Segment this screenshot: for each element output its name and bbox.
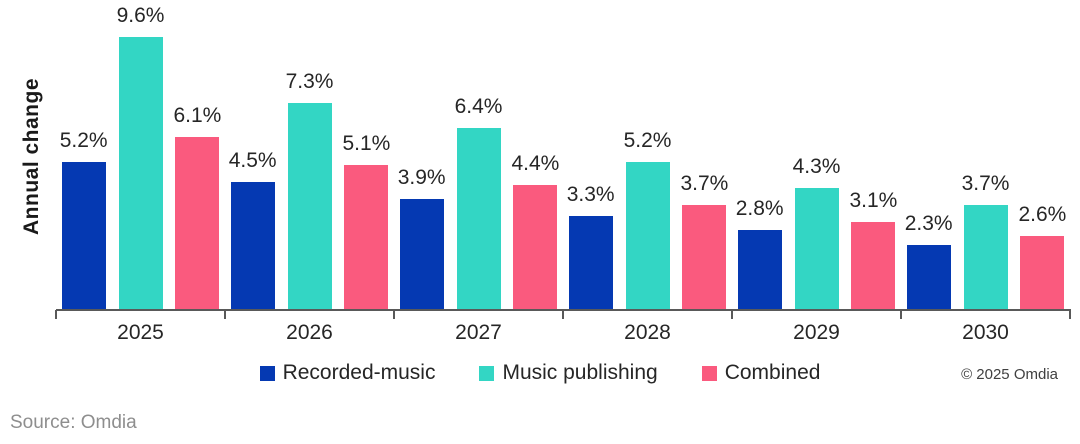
x-axis-tick [224, 310, 226, 319]
legend-label-combined: Combined [724, 361, 821, 384]
data-label-music-publishing-2028: 5.2% [623, 129, 672, 153]
bar-column-recorded-music-2025: 5.2% [60, 129, 108, 310]
source-note: Source: Omdia [10, 412, 137, 433]
bar-music-publishing-2029 [794, 187, 839, 310]
bar-recorded-music-2026 [230, 182, 275, 310]
bar-group-2029: 2.8% 4.3% 3.1% [732, 20, 901, 310]
bar-column-music-publishing-2028: 5.2% [623, 129, 672, 310]
bar-column-combined-2025: 6.1% [173, 104, 221, 310]
legend-swatch-music-publishing [479, 365, 495, 381]
x-axis-line [56, 309, 1071, 311]
legend-item-combined: Combined [701, 361, 821, 385]
bar-column-recorded-music-2030: 2.3% [905, 212, 953, 310]
bar-recorded-music-2027 [399, 199, 444, 310]
data-label-music-publishing-2030: 3.7% [961, 171, 1010, 195]
legend-label-recorded-music: Recorded-music [282, 361, 436, 384]
bar-recorded-music-2025 [61, 162, 106, 310]
bar-combined-2029 [851, 221, 896, 310]
data-label-music-publishing-2026: 7.3% [285, 69, 334, 93]
bar-column-combined-2028: 3.7% [680, 172, 728, 310]
bar-combined-2027 [513, 185, 558, 310]
bar-combined-2026 [344, 165, 389, 310]
data-label-combined-2027: 4.4% [511, 152, 560, 176]
bar-column-music-publishing-2029: 4.3% [792, 154, 841, 310]
bar-group-2027: 3.9% 6.4% 4.4% [394, 20, 563, 310]
data-label-recorded-music-2030: 2.3% [904, 211, 953, 235]
copyright-note: © 2025 Omdia [961, 366, 1058, 383]
bar-music-publishing-2027 [456, 128, 501, 310]
x-axis-tick [1069, 310, 1071, 319]
bar-column-combined-2027: 4.4% [511, 152, 559, 310]
x-tick-label-2030: 2030 [962, 321, 1009, 344]
data-label-recorded-music-2025: 5.2% [59, 129, 108, 153]
legend-item-recorded-music: Recorded-music [259, 361, 436, 385]
data-label-recorded-music-2029: 2.8% [735, 197, 784, 221]
bar-music-publishing-2026 [287, 102, 332, 310]
data-label-combined-2028: 3.7% [680, 171, 729, 195]
bar-column-recorded-music-2026: 4.5% [229, 149, 277, 310]
legend-swatch-recorded-music [259, 365, 275, 381]
bar-music-publishing-2030 [963, 204, 1008, 310]
data-label-recorded-music-2026: 4.5% [228, 149, 277, 173]
x-tick-label-2027: 2027 [455, 321, 502, 344]
bar-column-music-publishing-2030: 3.7% [961, 171, 1010, 310]
bar-music-publishing-2028 [625, 162, 670, 310]
bar-column-music-publishing-2026: 7.3% [285, 69, 334, 310]
x-tick-label-2025: 2025 [117, 321, 164, 344]
data-label-music-publishing-2027: 6.4% [454, 95, 503, 119]
x-tick-label-2026: 2026 [286, 321, 333, 344]
bar-column-recorded-music-2027: 3.9% [398, 166, 446, 310]
bar-column-combined-2026: 5.1% [342, 132, 390, 310]
data-label-recorded-music-2028: 3.3% [566, 183, 615, 207]
bar-combined-2028 [682, 204, 727, 310]
x-tick-label-2028: 2028 [624, 321, 671, 344]
bar-column-combined-2029: 3.1% [849, 189, 897, 310]
x-axis-tick [900, 310, 902, 319]
bar-group-2028: 3.3% 5.2% 3.7% [563, 20, 732, 310]
bar-column-combined-2030: 2.6% [1018, 203, 1066, 310]
data-label-music-publishing-2029: 4.3% [792, 154, 841, 178]
x-axis-tick [55, 310, 57, 319]
bar-recorded-music-2030 [906, 244, 951, 310]
bar-recorded-music-2028 [568, 216, 613, 310]
legend-swatch-combined [701, 365, 717, 381]
data-label-combined-2025: 6.1% [173, 103, 222, 127]
x-axis-tick [562, 310, 564, 319]
data-label-combined-2029: 3.1% [849, 188, 898, 212]
bar-combined-2025 [175, 136, 220, 310]
bar-column-music-publishing-2027: 6.4% [454, 95, 503, 310]
bar-music-publishing-2025 [118, 37, 163, 310]
data-label-combined-2026: 5.1% [342, 132, 391, 156]
bar-column-music-publishing-2025: 9.6% [116, 4, 165, 310]
legend: Recorded-music Music publishing Combined [0, 361, 1080, 385]
y-axis-title: Annual change [20, 77, 43, 235]
bar-combined-2030 [1020, 236, 1065, 310]
bar-column-recorded-music-2028: 3.3% [567, 183, 615, 310]
data-label-combined-2030: 2.6% [1018, 203, 1067, 227]
legend-item-music-publishing: Music publishing [479, 361, 658, 385]
bar-group-2030: 2.3% 3.7% 2.6% [901, 20, 1070, 310]
bar-column-recorded-music-2029: 2.8% [736, 197, 784, 310]
bar-recorded-music-2029 [737, 230, 782, 310]
bar-group-2026: 4.5% 7.3% 5.1% [225, 20, 394, 310]
data-label-music-publishing-2025: 9.6% [116, 4, 165, 28]
x-axis-tick [731, 310, 733, 319]
legend-label-music-publishing: Music publishing [502, 361, 658, 384]
x-axis-tick [393, 310, 395, 319]
data-label-recorded-music-2027: 3.9% [397, 166, 446, 190]
bar-group-2025: 5.2% 9.6% 6.1% [56, 4, 225, 310]
x-tick-label-2029: 2029 [793, 321, 840, 344]
